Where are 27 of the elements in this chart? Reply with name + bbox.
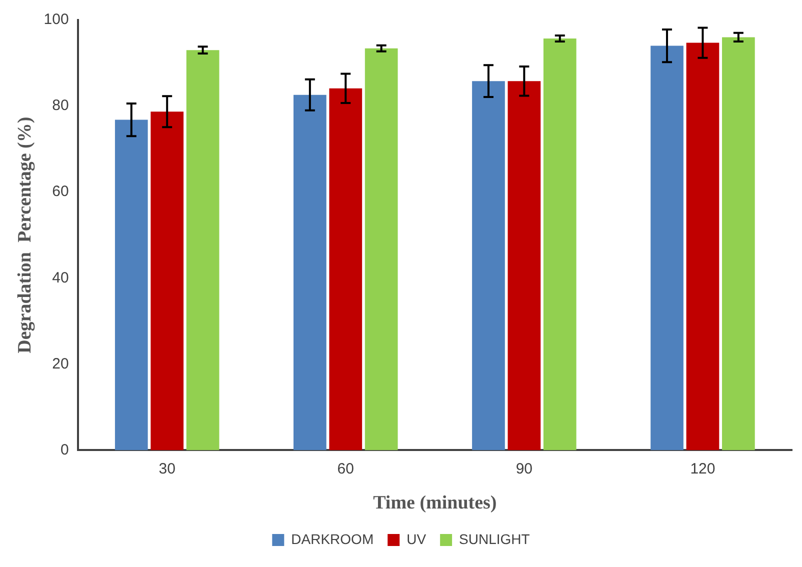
bar xyxy=(114,120,148,450)
bar xyxy=(650,46,684,450)
bar xyxy=(508,81,541,450)
bar xyxy=(722,37,755,450)
bar xyxy=(294,94,326,450)
legend-label: UV xyxy=(406,530,427,547)
bar xyxy=(329,88,362,450)
x-tick-label: 30 xyxy=(158,460,176,478)
bar xyxy=(543,38,576,450)
y-tick-label: 80 xyxy=(52,97,69,114)
x-tick-label: 60 xyxy=(337,460,354,478)
bar xyxy=(472,81,505,450)
bar xyxy=(364,48,398,450)
bar xyxy=(150,112,184,450)
x-axis-title: Time (minutes) xyxy=(373,492,497,514)
bar xyxy=(186,50,220,450)
legend-label: DARKROOM xyxy=(291,530,374,547)
bar xyxy=(686,42,720,450)
y-tick-label: 60 xyxy=(52,183,69,200)
y-tick-label: 40 xyxy=(52,269,69,286)
x-tick-label: 90 xyxy=(516,460,533,478)
y-tick-label: 100 xyxy=(44,11,69,28)
legend-label: SUNLIGHT xyxy=(459,530,530,547)
y-tick-label: 0 xyxy=(60,441,69,458)
y-axis-title: Degradation Percentage (%) xyxy=(14,116,36,354)
y-tick-label: 20 xyxy=(52,355,69,372)
x-tick-label: 120 xyxy=(690,460,716,478)
